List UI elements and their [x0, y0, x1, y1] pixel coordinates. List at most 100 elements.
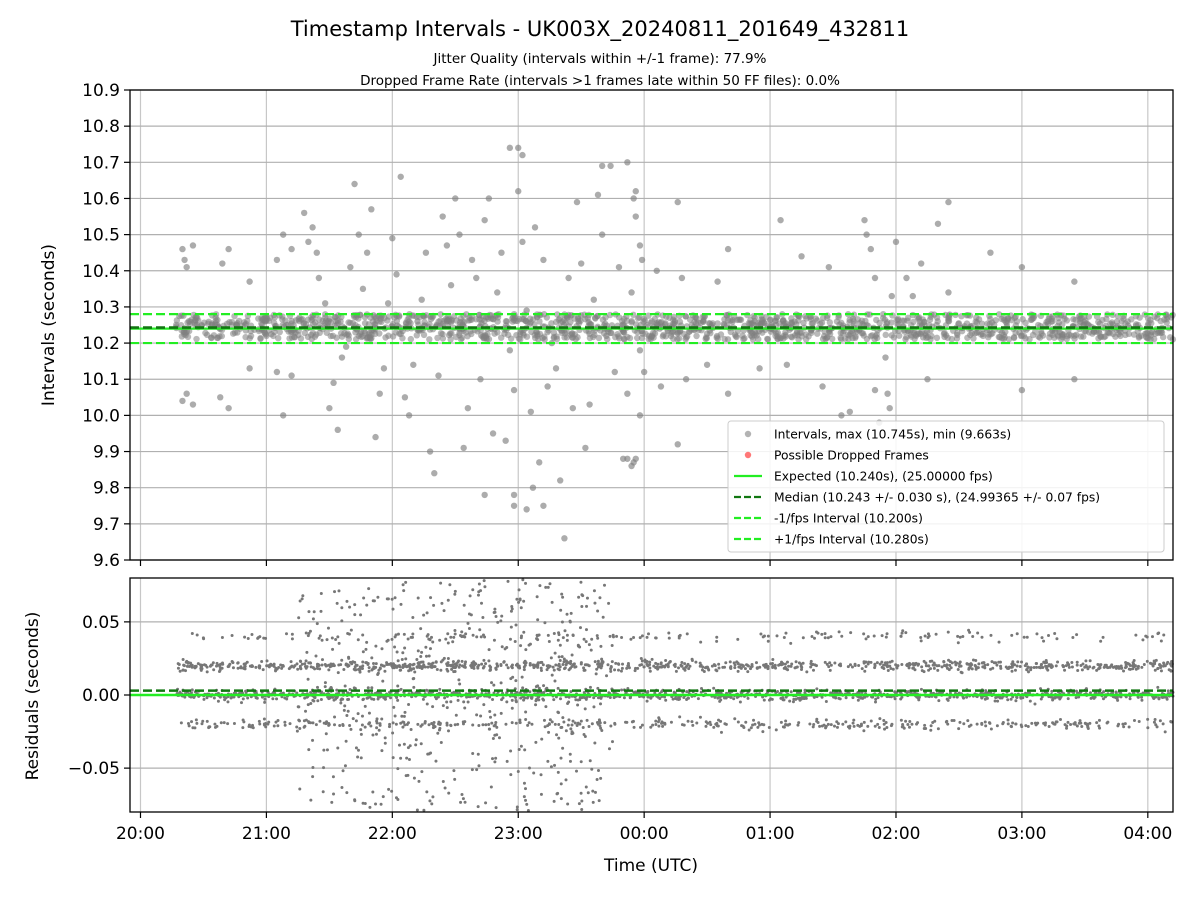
residual-point	[876, 696, 880, 700]
residual-point	[873, 724, 877, 728]
residual-point	[741, 724, 745, 728]
residual-point	[741, 664, 745, 668]
residual-point	[1051, 697, 1055, 701]
residual-point	[608, 696, 612, 700]
residual-point	[1058, 717, 1062, 721]
residual-point	[178, 669, 182, 673]
residual-point	[370, 656, 374, 660]
residual-point	[446, 598, 450, 602]
residual-point	[610, 643, 614, 647]
residual-point	[436, 731, 440, 735]
interval-point	[247, 332, 255, 340]
residual-point	[463, 800, 467, 804]
residual-point	[547, 730, 551, 734]
residual-point	[1127, 725, 1131, 729]
residual-point	[539, 660, 543, 664]
residual-point	[723, 665, 727, 669]
residual-point	[945, 663, 949, 667]
residual-point	[829, 723, 833, 727]
residual-point	[558, 643, 562, 647]
interval-point	[755, 336, 762, 343]
interval-outlier-point	[300, 209, 308, 217]
interval-point	[485, 335, 493, 343]
interval-point	[193, 314, 201, 321]
interval-point	[439, 335, 447, 342]
residual-point	[907, 725, 911, 729]
residual-point	[284, 632, 288, 636]
residual-point	[524, 798, 528, 802]
residual-point	[687, 667, 691, 671]
residual-point	[645, 699, 649, 703]
residual-point	[297, 718, 301, 722]
residual-point	[766, 639, 770, 643]
interval-outlier-point	[418, 296, 425, 303]
residual-point	[649, 695, 653, 699]
interval-point	[595, 334, 603, 342]
residual-point	[190, 631, 194, 635]
residual-point	[209, 663, 213, 667]
residual-point	[535, 633, 539, 637]
residual-point	[368, 721, 372, 725]
residual-point	[762, 698, 766, 702]
residual-point	[656, 667, 660, 671]
residual-point	[178, 690, 182, 694]
interval-point	[751, 328, 759, 335]
residual-point	[517, 588, 521, 592]
residual-point	[347, 655, 351, 659]
residual-point	[716, 696, 720, 700]
interval-outlier-point	[527, 408, 535, 415]
residual-point	[1088, 721, 1092, 725]
residual-point	[366, 662, 370, 666]
residual-point	[602, 583, 606, 587]
residual-point	[231, 661, 235, 665]
residual-point	[1165, 662, 1169, 666]
residual-point	[1050, 665, 1054, 669]
residual-point	[509, 625, 513, 629]
residual-point	[501, 696, 505, 700]
residual-point	[1080, 725, 1084, 729]
interval-outlier-point	[510, 502, 518, 509]
residual-point	[1098, 666, 1102, 670]
residual-point	[1042, 660, 1046, 664]
residual-point	[283, 720, 287, 724]
interval-outlier-point	[544, 383, 551, 390]
residual-point	[666, 662, 670, 666]
interval-point	[1147, 329, 1154, 337]
interval-point	[261, 330, 269, 337]
residual-point	[220, 666, 224, 670]
residual-point	[576, 698, 580, 702]
residual-point	[1006, 722, 1010, 726]
interval-point	[577, 317, 584, 325]
residual-point	[304, 718, 308, 722]
residual-point	[717, 662, 721, 666]
residual-point	[841, 722, 845, 726]
residual-point	[1154, 723, 1158, 727]
residual-point	[607, 747, 611, 751]
residual-point	[340, 658, 344, 662]
interval-outlier-point	[443, 242, 451, 249]
interval-point	[1112, 333, 1119, 340]
interval-outlier-point	[682, 376, 690, 383]
residual-point	[683, 662, 687, 666]
residual-point	[348, 605, 352, 609]
interval-outlier-point	[703, 361, 711, 368]
residual-point	[995, 663, 999, 667]
residual-point	[579, 580, 583, 584]
residual-point	[884, 720, 888, 724]
residual-point	[579, 760, 583, 764]
interval-point	[839, 322, 847, 329]
residual-point	[901, 724, 905, 728]
residual-point	[661, 724, 665, 728]
intervals-reference-lines-overlay	[130, 313, 1173, 345]
residual-point	[729, 665, 733, 669]
residual-point	[381, 795, 385, 799]
residual-point	[612, 696, 616, 700]
residual-point	[363, 704, 367, 708]
residual-point	[304, 709, 308, 713]
residual-point	[678, 715, 682, 719]
interval-point	[233, 321, 240, 328]
residual-point	[859, 722, 863, 726]
residual-point	[886, 668, 890, 672]
residual-point	[788, 722, 792, 726]
residual-point	[361, 660, 365, 664]
